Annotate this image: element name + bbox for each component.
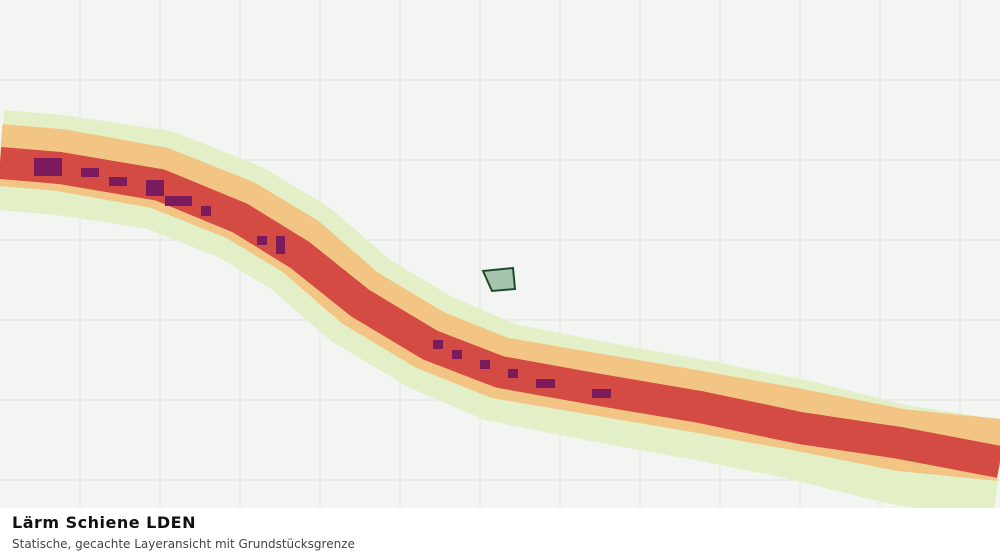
noise-band-very-high (34, 158, 611, 398)
panel-subtitle: Statische, gecachte Layeransicht mit Gru… (12, 537, 355, 551)
noise-cell (109, 177, 127, 186)
noise-cell (165, 196, 192, 206)
noise-cell (201, 206, 211, 216)
noise-cell (452, 350, 462, 359)
noise-bands (0, 110, 1000, 508)
map (0, 0, 1000, 508)
noise-cell (146, 180, 164, 196)
noise-cell (81, 168, 99, 177)
panel-title: Lärm Schiene LDEN (12, 513, 196, 532)
noise-cell (276, 236, 285, 254)
noise-cell (592, 389, 611, 398)
noise-cell (480, 360, 490, 369)
noise-cell (34, 158, 62, 176)
noise-cell (257, 236, 267, 245)
noise-cell (508, 369, 518, 378)
parcel-boundary[interactable] (481, 266, 517, 293)
noise-cell (536, 379, 555, 388)
noise-cell (433, 340, 443, 349)
legend-panel: Lärm Schiene LDEN Statische, gecachte La… (0, 508, 1000, 560)
